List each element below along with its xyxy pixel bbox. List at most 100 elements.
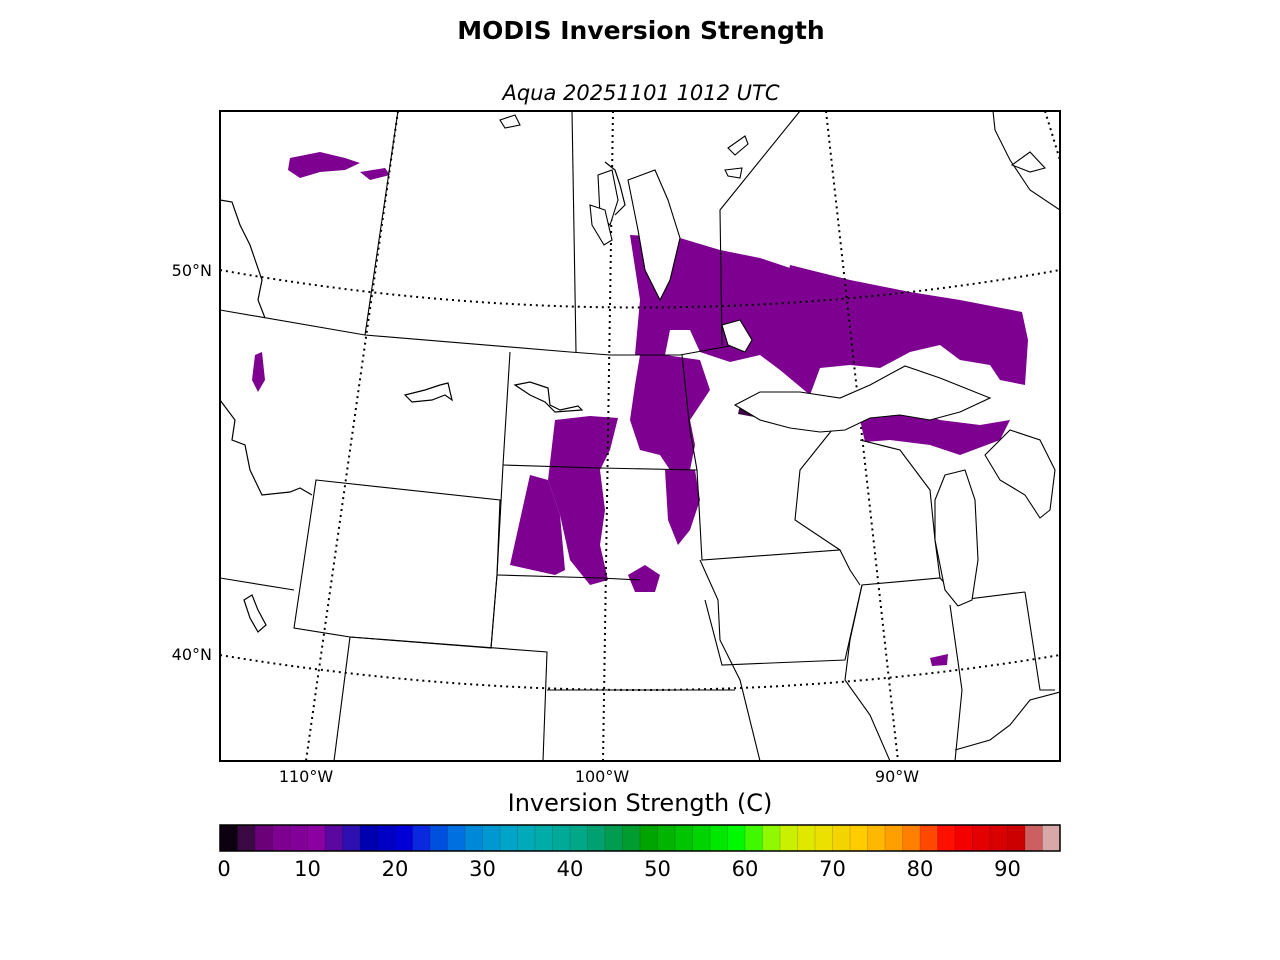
us-canada-border xyxy=(220,309,736,356)
colorbar-swatch xyxy=(325,825,344,851)
missouri-river xyxy=(699,559,761,761)
lake-sakakawea xyxy=(513,381,584,413)
lake-huron xyxy=(984,429,1056,519)
canada-province-line-3 xyxy=(719,111,801,346)
lon-label-90: 90°W xyxy=(875,767,919,786)
colorbar-tick-label: 90 xyxy=(994,857,1021,881)
colorbar-swatch xyxy=(832,825,851,851)
colorbar-swatch xyxy=(360,825,379,851)
colorbar-swatch xyxy=(517,825,536,851)
data-region-indiana-speck xyxy=(930,654,948,666)
inversion-data xyxy=(252,152,1028,666)
minnesota-east-line xyxy=(794,419,841,551)
colorbar-tick-label: 60 xyxy=(732,857,759,881)
colorbar-swatch xyxy=(937,825,956,851)
idaho-coastline-south xyxy=(220,399,313,496)
colorbar-swatch xyxy=(587,825,606,851)
colorbar-swatch xyxy=(255,825,274,851)
dakota-line xyxy=(502,464,698,471)
colorbar-swatch xyxy=(885,825,904,851)
colorbar-swatch xyxy=(1007,825,1026,851)
sd-nebraska-line xyxy=(496,574,641,581)
lake-winnipeg xyxy=(627,169,681,302)
lake-michigan xyxy=(934,469,979,607)
colorbar-swatch xyxy=(850,825,869,851)
colorbar-swatch xyxy=(797,825,816,851)
utah-line xyxy=(333,636,351,761)
colorbar-swatch xyxy=(290,825,309,851)
colorbar-swatch xyxy=(657,825,676,851)
northern-lake-1 xyxy=(727,135,749,156)
colorbar-swatch xyxy=(867,825,886,851)
idaho-coastline xyxy=(220,199,266,319)
colorbar-swatch xyxy=(780,825,799,851)
colorbar-swatch xyxy=(692,825,711,851)
graticule-lon-80 xyxy=(1044,111,1060,161)
colorbar-tick-label: 20 xyxy=(382,857,409,881)
colorbar-swatch xyxy=(1042,825,1061,851)
data-region-montana-speck xyxy=(252,352,265,392)
colorbar-swatch xyxy=(465,825,484,851)
mn-wi-line xyxy=(681,354,861,586)
lake-manitoba xyxy=(589,204,613,246)
hudson-bay-edge xyxy=(1010,151,1047,173)
colorbar-swatches xyxy=(220,825,1061,851)
colorbar-tick-label: 80 xyxy=(907,857,934,881)
colorbar-tick-label: 10 xyxy=(294,857,321,881)
colorbar-swatch xyxy=(990,825,1009,851)
colorbar-swatch xyxy=(220,825,239,851)
data-region-south-dakota xyxy=(548,416,618,585)
colorbar-swatch xyxy=(570,825,589,851)
indiana-line xyxy=(949,604,963,761)
colorbar-swatch xyxy=(377,825,396,851)
fort-peck-lake xyxy=(403,382,453,403)
ohio-line xyxy=(1024,591,1055,691)
idaho-line xyxy=(220,577,295,591)
colorbar-tick-label: 70 xyxy=(819,857,846,881)
data-region-michigan-up xyxy=(860,405,1010,455)
colorbar-swatch xyxy=(972,825,991,851)
northern-lake-3 xyxy=(499,114,521,129)
colorbar-swatch xyxy=(675,825,694,851)
colorbar-swatch xyxy=(1025,825,1044,851)
colorbar-swatch xyxy=(430,825,449,851)
coastlines xyxy=(220,114,1056,633)
illinois-line xyxy=(844,584,891,761)
colorbar-swatch xyxy=(447,825,466,851)
ohio-river xyxy=(954,691,1060,751)
colorbar-tick-label: 30 xyxy=(469,857,496,881)
colorbar-frame xyxy=(219,824,1061,852)
data-region-minnesota xyxy=(630,355,710,470)
colorbar-tick-label: 40 xyxy=(557,857,584,881)
colorado-box xyxy=(349,636,548,761)
colorbar-swatch xyxy=(605,825,624,851)
ontario-east-line xyxy=(992,111,1060,211)
great-salt-lake xyxy=(243,594,267,633)
colorbar-swatch xyxy=(745,825,764,851)
northern-lake-2 xyxy=(724,167,743,179)
graticule-lat-50 xyxy=(220,269,1060,309)
colorbar-swatch xyxy=(762,825,781,851)
colorbar: Inversion Strength (C) 0 10 20 30 40 50 60 70 80… xyxy=(217,789,1061,881)
data-region-northwest-ontario xyxy=(760,265,1028,395)
colorbar-swatch xyxy=(920,825,939,851)
misc-coast-1 xyxy=(604,161,626,216)
colorbar-swatch xyxy=(272,825,291,851)
colorbar-swatch xyxy=(640,825,659,851)
colorbar-swatch xyxy=(902,825,921,851)
colorbar-swatch xyxy=(395,825,414,851)
data-region-alberta-north xyxy=(288,152,360,178)
colorbar-label: Inversion Strength (C) xyxy=(508,789,773,817)
data-region-kansas-patch xyxy=(628,565,660,592)
data-region-iowa-north xyxy=(665,470,700,545)
lat-label-40: 40°N xyxy=(172,645,212,664)
map-panel: 50°N 40°N 110°W 100°W 90°W xyxy=(172,110,1061,786)
colorbar-swatch xyxy=(237,825,256,851)
lon-label-100: 100°W xyxy=(575,767,630,786)
colorbar-swatch xyxy=(482,825,501,851)
canada-province-line-2 xyxy=(571,111,577,353)
colorbar-swatch xyxy=(710,825,729,851)
colorbar-swatch xyxy=(622,825,641,851)
colorbar-swatch xyxy=(727,825,746,851)
